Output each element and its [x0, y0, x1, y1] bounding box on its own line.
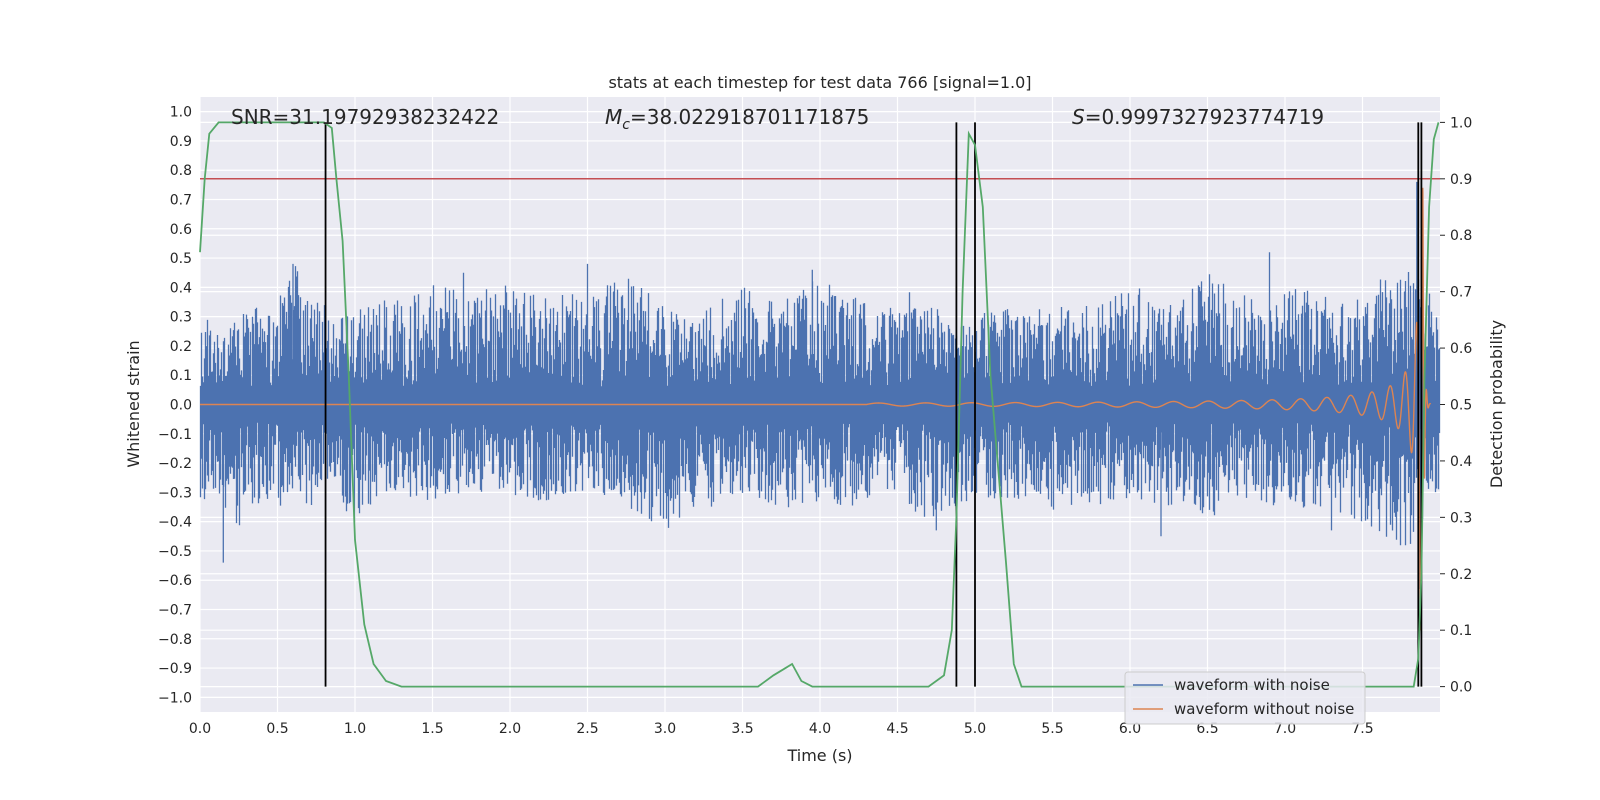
y-tick-label: −0.2 [158, 456, 192, 472]
chirp-mass-symbol: M [605, 105, 622, 129]
y-tick-label: 0.2 [170, 339, 192, 355]
legend-box [1124, 671, 1366, 725]
x-axis-label: Time (s) [786, 746, 852, 765]
y-tick-label: 0.6 [170, 222, 192, 238]
y2-tick-label: 0.6 [1450, 341, 1472, 357]
y-tick-label: −0.3 [158, 485, 192, 501]
y-tick-label: 0.8 [170, 163, 192, 179]
y-tick-label: −0.7 [158, 603, 192, 619]
chirp-mass-subscript: c [622, 117, 630, 133]
y-tick-label: −1.0 [158, 690, 192, 706]
x-tick-label: 2.0 [499, 721, 521, 737]
y2-tick-label: 0.4 [1450, 454, 1472, 470]
legend-label-noise: waveform with noise [1174, 676, 1330, 694]
x-tick-label: 6.5 [1196, 721, 1218, 737]
y2-tick-label: 0.7 [1450, 285, 1472, 301]
y2-tick-label: 1.0 [1450, 115, 1472, 131]
x-tick-label: 5.5 [1041, 721, 1063, 737]
x-tick-label: 7.0 [1274, 721, 1296, 737]
x-tick-label: 3.0 [654, 721, 676, 737]
y-tick-label: −0.1 [158, 427, 192, 443]
y-tick-labels: 1.0 0.9 0.8 0.7 0.6 0.5 0.4 0.3 0.2 0.1 0.0 −0.1 −0.… [158, 105, 192, 707]
y-tick-label: 0.7 [170, 193, 192, 209]
x-tick-label: 1.5 [421, 721, 443, 737]
x-tick-label: 4.0 [809, 721, 831, 737]
y-tick-label: 0.1 [170, 368, 192, 384]
reference-lines [200, 122, 1440, 687]
score-value: =0.9997327923774719 [1085, 105, 1324, 129]
y-tick-label: 0.9 [170, 134, 192, 150]
x-tick-label: 2.5 [576, 721, 598, 737]
y2-tick-label: 0.3 [1450, 510, 1472, 526]
y2-tick-label: 0.0 [1450, 680, 1472, 696]
legend: waveform with noise waveform without noi… [1124, 671, 1366, 725]
y2-tick-label: 0.8 [1450, 228, 1472, 244]
snr-annotation: SNR=31.19792938232422 [231, 105, 499, 129]
x-tick-label: 0.5 [266, 721, 288, 737]
y2-tick-labels: 1.0 0.9 0.8 0.7 0.6 0.5 0.4 0.3 0.2 0.1 0.0 [1440, 115, 1472, 696]
y-tick-label: 1.0 [170, 105, 192, 121]
y-tick-label: −0.9 [158, 661, 192, 677]
score-annotation: S=0.9997327923774719 [1072, 105, 1324, 129]
x-tick-label: 0.0 [189, 721, 211, 737]
y2-tick-label: 0.1 [1450, 623, 1472, 639]
y-tick-label: −0.4 [158, 515, 192, 531]
x-tick-label: 6.0 [1119, 721, 1141, 737]
y-tick-label: 0.0 [170, 398, 192, 414]
y2-tick-label: 0.5 [1450, 398, 1472, 414]
y-axis-label: Whitened strain [124, 340, 143, 467]
y-tick-label: −0.8 [158, 632, 192, 648]
x-tick-label: 5.0 [964, 721, 986, 737]
x-tick-label: 7.5 [1351, 721, 1373, 737]
y-tick-label: 0.3 [170, 310, 192, 326]
chirp-mass-value: =38.022918701171875 [630, 105, 869, 129]
chart-title: stats at each timestep for test data 766… [608, 73, 1031, 92]
y-tick-label: −0.6 [158, 573, 192, 589]
score-symbol: S [1072, 105, 1085, 129]
y2-axis-label: Detection probability [1487, 320, 1506, 488]
x-tick-labels: 0.0 0.5 1.0 1.5 2.0 2.5 3.0 3.5 4.0 4.5 5.0 5.5 6.0 6… [189, 721, 1374, 737]
x-tick-label: 4.5 [886, 721, 908, 737]
y-tick-label: −0.5 [158, 544, 192, 560]
y2-tick-label: 0.2 [1450, 567, 1472, 583]
x-tick-label: 3.5 [731, 721, 753, 737]
chirp-mass-annotation: Mc=38.022918701171875 [605, 105, 869, 133]
y-tick-label: 0.5 [170, 251, 192, 267]
y2-tick-label: 0.9 [1450, 172, 1472, 188]
y-tick-label: 0.4 [170, 280, 192, 296]
legend-label-clean: waveform without noise [1174, 700, 1354, 718]
x-tick-label: 1.0 [344, 721, 366, 737]
